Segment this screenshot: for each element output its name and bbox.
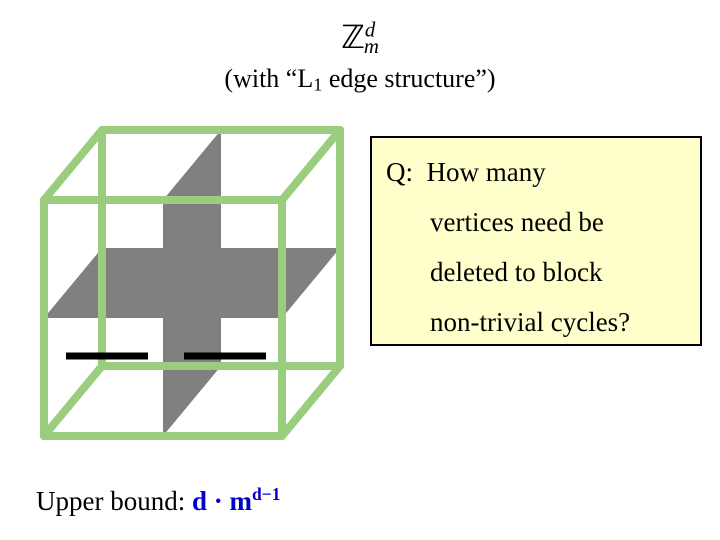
upper-bound: Upper bound: d · md−1: [36, 484, 281, 517]
question-line-1: vertices need be: [386, 198, 686, 248]
upper-bound-expr: d · md−1: [192, 486, 281, 516]
cube-diagram: [30, 116, 350, 446]
upper-bound-label: Upper bound:: [36, 486, 192, 516]
subtitle-prefix: (with “L: [224, 64, 313, 93]
question-line-2: deleted to block: [386, 248, 686, 298]
title-base: ℤ: [341, 19, 365, 55]
question-box: Q: How many vertices need be deleted to …: [370, 136, 702, 346]
subtitle-suffix: edge structure”): [322, 64, 495, 93]
subtitle: (with “L1 edge structure”): [0, 64, 720, 96]
title-formula: ℤdm: [0, 18, 720, 59]
cube-svg: [30, 116, 350, 446]
question-label: Q:: [386, 157, 413, 187]
subtitle-sub: 1: [313, 75, 322, 95]
title-sub: m: [364, 35, 379, 58]
question-line-0: How many: [427, 157, 546, 187]
question-line-3: non-trivial cycles?: [386, 298, 686, 348]
